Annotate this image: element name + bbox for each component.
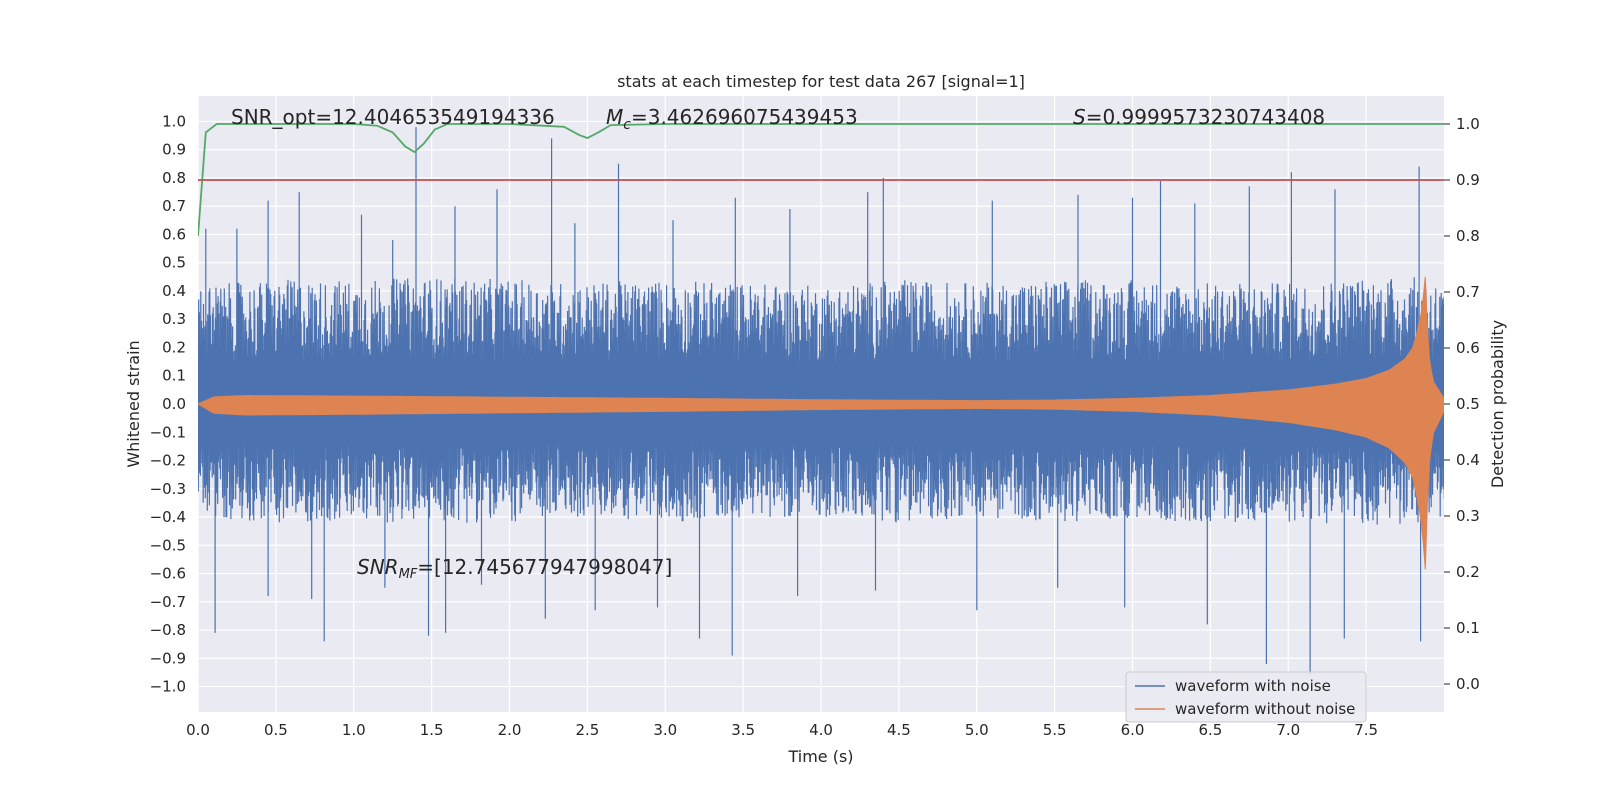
x-tick-label: 6.5 [1198,721,1222,739]
x-tick-label: 0.5 [264,721,288,739]
y2-tick-label: 0.9 [1456,171,1480,189]
annotation-snr-mf-symbol: SNR [357,555,399,579]
y2-axis-label: Detection probability [1488,320,1507,488]
x-tick-label: 3.5 [731,721,755,739]
y-tick-label: −0.3 [150,480,186,498]
y-tick-label: −0.7 [150,593,186,611]
series-waveform-with-noise [198,127,1444,676]
series-detection-probability [198,123,1444,237]
annotation-chirp-mass-subscript: c [623,117,631,133]
y-tick-label: −0.5 [150,536,186,554]
y-tick-label: −0.1 [150,423,186,441]
annotation-snr-mf: SNRMF=[12.745677947998047] [357,555,672,582]
annotation-snr-mf-value: =[12.745677947998047] [417,555,672,579]
annotation-snr-mf-subscript: MF [399,567,418,582]
annotation-snr-opt: SNR_opt=12.404653549194336 [231,105,555,129]
y2-tick-label: 0.3 [1456,507,1480,525]
x-tick-label: 5.5 [1043,721,1067,739]
x-tick-label: 6.0 [1121,721,1145,739]
x-tick-label: 7.5 [1354,721,1378,739]
y2-tick-label: 0.2 [1456,563,1480,581]
y-tick-label: 0.4 [162,282,186,300]
y2-tick-label: 0.6 [1456,339,1480,357]
y-tick-label: −0.2 [150,452,186,470]
legend-box [1125,671,1367,723]
y-tick-label: −1.0 [150,678,186,696]
x-tick-label: 4.5 [887,721,911,739]
annotation-chirp-mass-symbol: M [606,105,623,129]
x-tick-label: 1.5 [420,721,444,739]
y-tick-label: 0.3 [162,310,186,328]
legend-label-waveform-with-noise: waveform with noise [1175,677,1331,695]
x-tick-label: 4.0 [809,721,833,739]
legend-label-waveform-without-noise: waveform without noise [1175,700,1355,718]
x-axis-label: Time (s) [787,747,853,766]
y-tick-label: −0.9 [150,649,186,667]
y2-tick-label: 0.1 [1456,619,1480,637]
y-tick-label: −0.4 [150,508,186,526]
series-waveform-without-noise [198,276,1444,570]
x-tick-label: 7.0 [1276,721,1300,739]
x-tick-label: 5.0 [965,721,989,739]
y-axis-label: Whitened strain [124,340,143,467]
annotation-s: S=0.9999573230743408 [1073,105,1325,129]
x-tick-label: 1.0 [342,721,366,739]
y-tick-label: 0.1 [162,367,186,385]
annotation-s-symbol: S [1073,105,1086,129]
annotation-chirp-mass-value: =3.462696075439453 [631,105,858,129]
x-tick-label: 2.0 [498,721,522,739]
x-tick-label: 3.0 [653,721,677,739]
series-layer [198,123,1444,676]
y2-tick-label: 0.0 [1456,675,1480,693]
y2-tick-label: 1.0 [1456,115,1480,133]
y-tick-label: 0.5 [162,254,186,272]
chart-title: stats at each timestep for test data 267… [617,72,1025,91]
y-tick-label: 0.8 [162,169,186,187]
annotation-s-value: =0.9999573230743408 [1086,105,1325,129]
y-tick-label: 0.9 [162,141,186,159]
y2-tick-label: 0.5 [1456,395,1480,413]
y-tick-label: −0.8 [150,621,186,639]
y-tick-label: −0.6 [150,565,186,583]
x-tick-label: 0.0 [186,721,210,739]
y-tick-label: 0.2 [162,338,186,356]
y2-tick-label: 0.4 [1456,451,1480,469]
legend: waveform with noise waveform without noi… [1125,671,1367,723]
y2-tick-label: 0.7 [1456,283,1480,301]
ticks-layer: 0.0 0.5 1.0 1.5 2.0 2.5 3.0 3.5 4.0 4.5 5.0 5.5 6.0 6… [150,112,1480,739]
y-tick-label: 0.7 [162,197,186,215]
annotation-chirp-mass: Mc=3.462696075439453 [606,105,858,133]
y-tick-label: 0.6 [162,225,186,243]
y2-tick-label: 0.8 [1456,227,1480,245]
y-tick-label: 1.0 [162,112,186,130]
x-tick-label: 2.5 [575,721,599,739]
y-tick-label: 0.0 [162,395,186,413]
